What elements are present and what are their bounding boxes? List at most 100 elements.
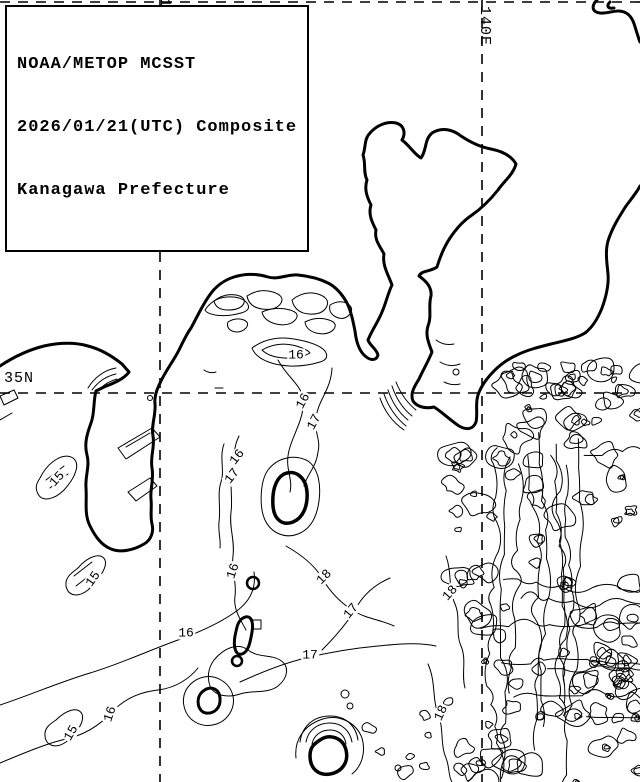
sst-contour-line — [441, 475, 464, 494]
sst-contour-line — [508, 759, 526, 773]
sst-contour-line — [606, 465, 626, 492]
sst-contour-line — [557, 576, 572, 592]
coastline-tone-river — [593, 0, 640, 42]
coastline-tone-hook — [608, 2, 614, 8]
sst-contour-line — [492, 749, 525, 774]
sst-contour-line — [630, 408, 640, 421]
sst-contour-line — [476, 760, 485, 766]
sst-contour-line — [629, 361, 640, 383]
sst-contour-line — [452, 462, 465, 472]
sst-contour-line — [568, 374, 575, 380]
sst-contour-line — [459, 580, 467, 588]
sst-contour-line — [622, 655, 631, 666]
sst-contour-line — [523, 452, 543, 468]
sst-contour-line — [572, 670, 598, 693]
sst-contour-line — [485, 448, 504, 779]
sst-contour-line — [493, 629, 506, 643]
sst-contour-line — [586, 717, 640, 727]
sst-contour-line — [484, 659, 487, 662]
sst-contour-line — [517, 417, 544, 439]
sst-contour-line — [622, 636, 637, 647]
sst-contour-line — [601, 367, 613, 376]
sst-contour-line — [538, 363, 551, 371]
sst-contour-line — [493, 451, 511, 466]
sst-contour-line — [573, 779, 580, 782]
sst-contour-line — [445, 448, 461, 464]
sst-contour-line — [618, 475, 625, 480]
sst-contour-line — [585, 494, 597, 504]
sst-contour-line — [398, 766, 414, 780]
sst-contour-line — [596, 398, 611, 410]
sst-contour-line — [529, 558, 540, 568]
sst-contour-line — [465, 608, 482, 622]
sst-contour-line — [494, 660, 513, 675]
sst-contour-line — [495, 735, 508, 744]
sst-contour-line — [528, 455, 542, 750]
sst-contour-line — [589, 657, 599, 668]
sst-contour-line — [563, 577, 575, 588]
sst-contour-line — [572, 416, 580, 426]
sst-contour-line — [522, 365, 548, 388]
sst-contour-line — [486, 446, 515, 469]
sst-contour-line — [604, 618, 620, 630]
sst-contour-line — [565, 370, 580, 381]
sst-contour-line — [460, 450, 472, 462]
sst-contour-line — [611, 365, 622, 374]
sst-contour-line — [631, 713, 640, 721]
title-region: Kanagawa Prefecture — [17, 181, 230, 200]
sst-contour-line — [551, 455, 568, 703]
sst-contour-line — [511, 432, 517, 438]
sst-contour-line — [627, 614, 638, 622]
sst-contour-line — [546, 383, 562, 396]
sst-contour-line — [555, 700, 590, 726]
sst-contour-line — [617, 384, 635, 397]
sst-contour-line — [375, 748, 384, 755]
coastline-mainland — [0, 123, 640, 551]
sst-contour-line — [529, 371, 542, 382]
sst-contour-line — [406, 753, 415, 759]
sst-contour-line — [529, 534, 545, 547]
sst-contour-line — [454, 448, 477, 467]
sst-contour-noise-field — [362, 358, 640, 782]
sst-contour-line — [486, 721, 493, 728]
sst-contour-line — [506, 371, 514, 378]
sst-contour-line — [523, 408, 547, 428]
sst-contour-line — [627, 700, 640, 713]
sst-contour-line — [578, 376, 588, 385]
sst-contour-line — [462, 493, 496, 516]
sst-contour-line — [481, 749, 503, 768]
sst-contour-line — [572, 491, 594, 505]
island-miyakejima — [310, 737, 347, 775]
sst-contour-line — [449, 505, 463, 517]
sst-contour-line — [570, 435, 583, 444]
sst-contour-line — [503, 423, 534, 454]
sst-contour-line — [438, 442, 472, 465]
sst-contour-line — [615, 680, 636, 699]
sst-contour-line — [603, 392, 623, 409]
sst-contour-line — [532, 662, 546, 675]
sst-contour-line — [487, 513, 498, 522]
sst-contour-line — [587, 358, 614, 382]
sst-contour-line — [581, 360, 596, 372]
sst-contour-line — [565, 709, 582, 721]
sst-contour-line — [499, 457, 510, 782]
sst-contour-line — [552, 444, 566, 716]
sst-contour-line — [613, 518, 619, 523]
sst-contour-line — [560, 582, 568, 589]
sst-contour-line — [570, 603, 596, 625]
title-product: NOAA/METOP MCSST — [17, 55, 197, 74]
sst-contour-line — [505, 469, 520, 480]
sst-contour-line — [521, 592, 640, 609]
sst-contour-line — [561, 438, 584, 782]
sst-contour-line — [419, 762, 429, 769]
sst-contour-line — [509, 679, 523, 690]
sst-contour-line — [612, 713, 624, 722]
sst-contour-line — [481, 658, 488, 664]
sst-contour-line — [565, 578, 573, 586]
sst-contour-line — [591, 442, 618, 469]
sst-contour-line — [467, 565, 484, 579]
sst-contour-line — [492, 371, 523, 398]
sst-contour-line — [612, 676, 625, 689]
sst-contour-line — [500, 604, 509, 611]
